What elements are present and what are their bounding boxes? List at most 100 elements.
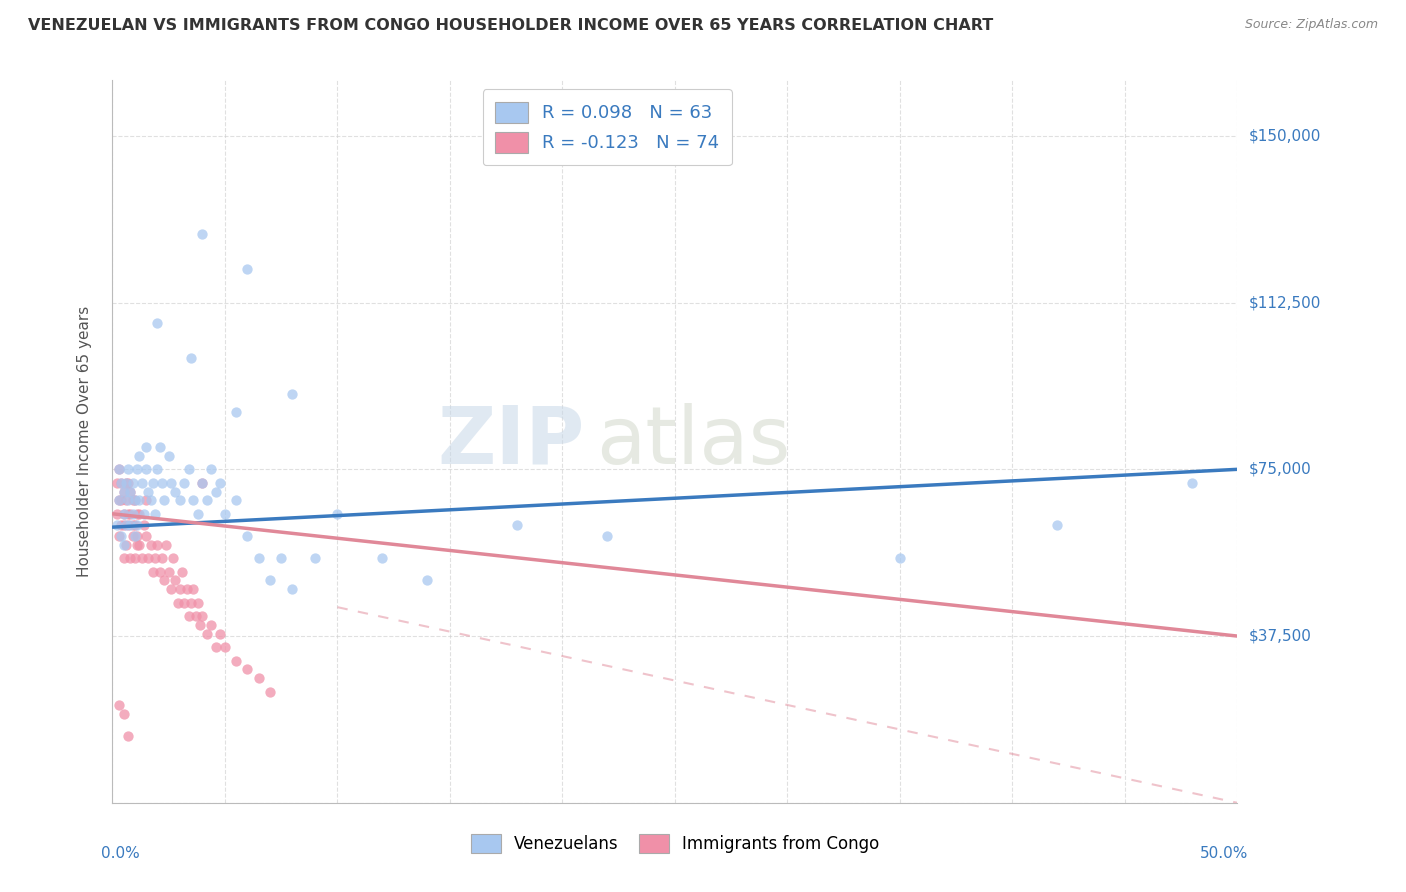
Point bbox=[128, 538, 150, 552]
Point bbox=[177, 609, 200, 624]
Point bbox=[115, 538, 138, 552]
Point bbox=[187, 596, 209, 610]
Point bbox=[135, 529, 157, 543]
Point bbox=[247, 671, 270, 685]
Text: $112,500: $112,500 bbox=[1249, 295, 1320, 310]
Point bbox=[105, 517, 128, 532]
Point bbox=[120, 484, 142, 499]
Point bbox=[143, 551, 166, 566]
Text: Source: ZipAtlas.com: Source: ZipAtlas.com bbox=[1244, 18, 1378, 31]
Point bbox=[173, 596, 195, 610]
Point bbox=[108, 462, 131, 476]
Text: 0.0%: 0.0% bbox=[101, 847, 141, 861]
Point bbox=[127, 517, 149, 532]
Point bbox=[304, 551, 326, 566]
Point bbox=[127, 507, 149, 521]
Point bbox=[187, 507, 209, 521]
Point bbox=[132, 507, 155, 521]
Point bbox=[200, 462, 222, 476]
Point bbox=[128, 507, 150, 521]
Point bbox=[225, 653, 247, 667]
Point bbox=[150, 551, 173, 566]
Point bbox=[135, 462, 157, 476]
Point bbox=[157, 449, 180, 463]
Point bbox=[110, 493, 132, 508]
Point bbox=[146, 316, 169, 330]
Point bbox=[177, 462, 200, 476]
Point bbox=[281, 582, 304, 597]
Point bbox=[1181, 475, 1204, 490]
Point bbox=[110, 517, 132, 532]
Point bbox=[162, 551, 184, 566]
Point bbox=[195, 493, 218, 508]
Point bbox=[183, 493, 205, 508]
Point bbox=[270, 551, 292, 566]
Point bbox=[115, 475, 138, 490]
Point bbox=[108, 462, 131, 476]
Point bbox=[117, 462, 139, 476]
Point bbox=[117, 507, 139, 521]
Point bbox=[191, 227, 214, 241]
Point bbox=[121, 517, 143, 532]
Point bbox=[108, 698, 131, 712]
Text: $150,000: $150,000 bbox=[1249, 128, 1320, 144]
Point bbox=[120, 507, 142, 521]
Point bbox=[209, 627, 232, 641]
Point bbox=[889, 551, 911, 566]
Point bbox=[247, 551, 270, 566]
Point bbox=[149, 440, 172, 454]
Point bbox=[112, 507, 135, 521]
Text: VENEZUELAN VS IMMIGRANTS FROM CONGO HOUSEHOLDER INCOME OVER 65 YEARS CORRELATION: VENEZUELAN VS IMMIGRANTS FROM CONGO HOUS… bbox=[28, 18, 994, 33]
Text: 50.0%: 50.0% bbox=[1201, 847, 1249, 861]
Point bbox=[214, 640, 236, 655]
Point bbox=[110, 529, 132, 543]
Point bbox=[157, 565, 180, 579]
Point bbox=[155, 538, 177, 552]
Point bbox=[183, 582, 205, 597]
Point bbox=[188, 618, 211, 632]
Point bbox=[150, 475, 173, 490]
Point bbox=[180, 596, 202, 610]
Point bbox=[132, 517, 155, 532]
Point bbox=[115, 475, 138, 490]
Point bbox=[146, 462, 169, 476]
Point bbox=[191, 475, 214, 490]
Point bbox=[169, 582, 191, 597]
Point bbox=[112, 517, 135, 532]
Point bbox=[153, 493, 176, 508]
Text: $37,500: $37,500 bbox=[1249, 629, 1312, 643]
Point bbox=[371, 551, 394, 566]
Point bbox=[1046, 517, 1069, 532]
Point bbox=[112, 538, 135, 552]
Point bbox=[131, 551, 153, 566]
Point bbox=[225, 493, 247, 508]
Point bbox=[128, 493, 150, 508]
Point bbox=[139, 538, 162, 552]
Point bbox=[173, 475, 195, 490]
Point bbox=[128, 449, 150, 463]
Point bbox=[138, 551, 160, 566]
Point bbox=[165, 484, 187, 499]
Point bbox=[110, 475, 132, 490]
Point bbox=[142, 565, 165, 579]
Point bbox=[160, 475, 183, 490]
Point bbox=[153, 574, 176, 588]
Point bbox=[120, 551, 142, 566]
Point bbox=[117, 493, 139, 508]
Point bbox=[200, 618, 222, 632]
Point bbox=[180, 351, 202, 366]
Text: $75,000: $75,000 bbox=[1249, 462, 1312, 477]
Point bbox=[112, 484, 135, 499]
Point bbox=[135, 440, 157, 454]
Point bbox=[506, 517, 529, 532]
Point bbox=[115, 517, 138, 532]
Point bbox=[115, 493, 138, 508]
Point bbox=[131, 475, 153, 490]
Point bbox=[169, 493, 191, 508]
Point bbox=[124, 517, 146, 532]
Point bbox=[236, 529, 259, 543]
Point bbox=[112, 706, 135, 721]
Point bbox=[165, 574, 187, 588]
Point bbox=[139, 493, 162, 508]
Point bbox=[209, 475, 232, 490]
